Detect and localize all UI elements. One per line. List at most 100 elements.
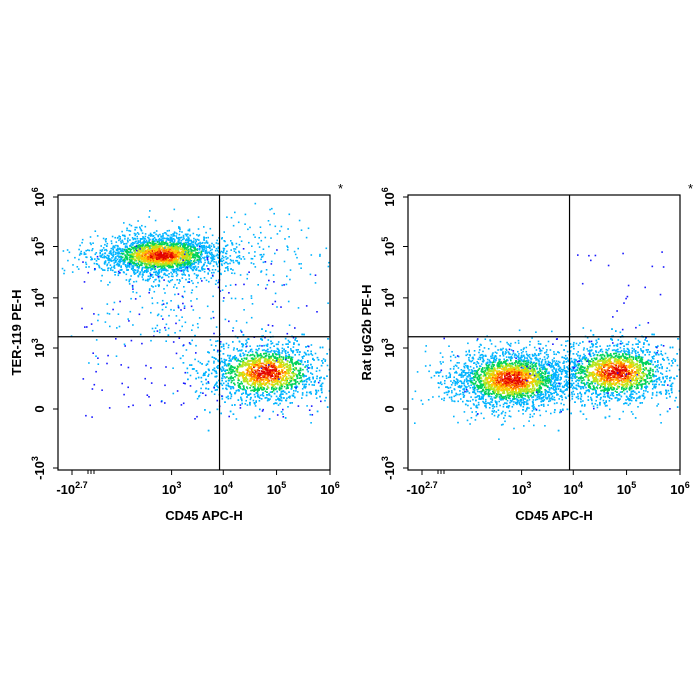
event-dot <box>166 274 169 277</box>
event-dot <box>152 276 154 278</box>
event-dot <box>262 383 264 385</box>
event-dot <box>286 378 288 380</box>
event-dot <box>188 274 190 276</box>
event-dot <box>184 246 186 249</box>
event-dot <box>146 249 149 251</box>
event-dot <box>129 249 132 252</box>
event-dot <box>173 231 176 233</box>
event-dot <box>261 375 264 377</box>
event-dot <box>144 248 147 250</box>
event-dot <box>269 331 272 334</box>
event-dot <box>113 250 115 253</box>
event-dot <box>228 360 230 362</box>
event-dot <box>260 362 262 365</box>
event-dot <box>177 252 179 255</box>
event-dot <box>233 250 236 252</box>
event-dot <box>167 238 170 241</box>
event-dot <box>114 259 116 262</box>
event-dot <box>249 378 252 380</box>
event-dot <box>241 343 243 345</box>
event-dot <box>290 380 293 382</box>
event-dot <box>196 248 199 250</box>
event-dot <box>302 363 304 366</box>
event-dot <box>132 266 134 269</box>
event-dot <box>118 247 121 250</box>
event-dot <box>145 241 147 243</box>
event-dot <box>155 247 158 249</box>
event-dot <box>319 395 321 398</box>
event-dot <box>142 250 145 252</box>
event-dot <box>190 254 193 256</box>
event-dot <box>226 266 229 268</box>
event-dot <box>158 259 160 262</box>
event-dot <box>156 249 158 251</box>
event-dot <box>227 263 229 265</box>
event-dot <box>154 273 157 276</box>
event-dot <box>267 339 270 341</box>
event-dot <box>199 241 201 244</box>
event-dot <box>160 255 162 257</box>
event-dot <box>293 390 295 392</box>
event-dot <box>192 256 195 258</box>
event-dot <box>250 363 252 365</box>
event-dot <box>221 398 224 400</box>
event-dot <box>210 344 213 346</box>
event-dot <box>287 364 290 367</box>
event-dot <box>316 377 318 380</box>
event-dot <box>162 251 164 253</box>
event-dot <box>175 258 178 261</box>
event-dot <box>212 275 214 278</box>
event-dot <box>255 400 257 402</box>
event-dot <box>220 263 223 265</box>
event-dot <box>210 372 213 375</box>
event-dot <box>207 255 210 258</box>
event-dot <box>200 255 202 257</box>
event-dot <box>110 260 113 262</box>
event-dot <box>258 383 261 386</box>
event-dot <box>256 349 259 352</box>
event-dot <box>120 240 122 243</box>
event-dot <box>125 251 128 253</box>
event-dot <box>275 387 278 389</box>
event-dot <box>288 383 290 385</box>
event-dot <box>280 387 283 390</box>
event-dot <box>263 359 266 362</box>
event-dot <box>261 386 263 389</box>
event-dot <box>148 278 150 281</box>
event-dot <box>230 381 233 384</box>
event-dot <box>261 255 264 258</box>
event-dot <box>310 422 312 424</box>
event-dot <box>249 398 252 401</box>
event-dot <box>90 243 92 246</box>
event-dot <box>265 358 267 360</box>
event-dot <box>149 242 152 244</box>
event-dot <box>99 252 101 255</box>
event-dot <box>256 388 259 390</box>
event-dot <box>177 269 179 272</box>
event-dot <box>169 259 172 262</box>
event-dot <box>285 355 288 357</box>
event-dot <box>222 353 225 355</box>
event-dot <box>142 262 144 265</box>
event-dot <box>236 366 239 369</box>
event-dot <box>159 233 161 236</box>
event-dot <box>112 254 114 257</box>
event-dot <box>141 269 143 271</box>
event-dot <box>231 272 233 274</box>
event-dot <box>199 258 202 261</box>
event-dot <box>103 269 106 271</box>
event-dot <box>281 384 284 386</box>
event-dot <box>254 387 256 389</box>
event-dot <box>259 358 262 360</box>
event-dot <box>198 261 200 264</box>
event-dot <box>141 261 143 263</box>
event-dot <box>106 264 108 267</box>
event-dot <box>281 370 283 372</box>
event-dot <box>157 266 159 269</box>
event-dot <box>264 373 267 375</box>
event-dot <box>187 236 189 238</box>
event-dot <box>246 367 249 370</box>
event-dot <box>205 249 208 251</box>
event-dot <box>120 260 122 263</box>
event-dot <box>169 265 171 267</box>
